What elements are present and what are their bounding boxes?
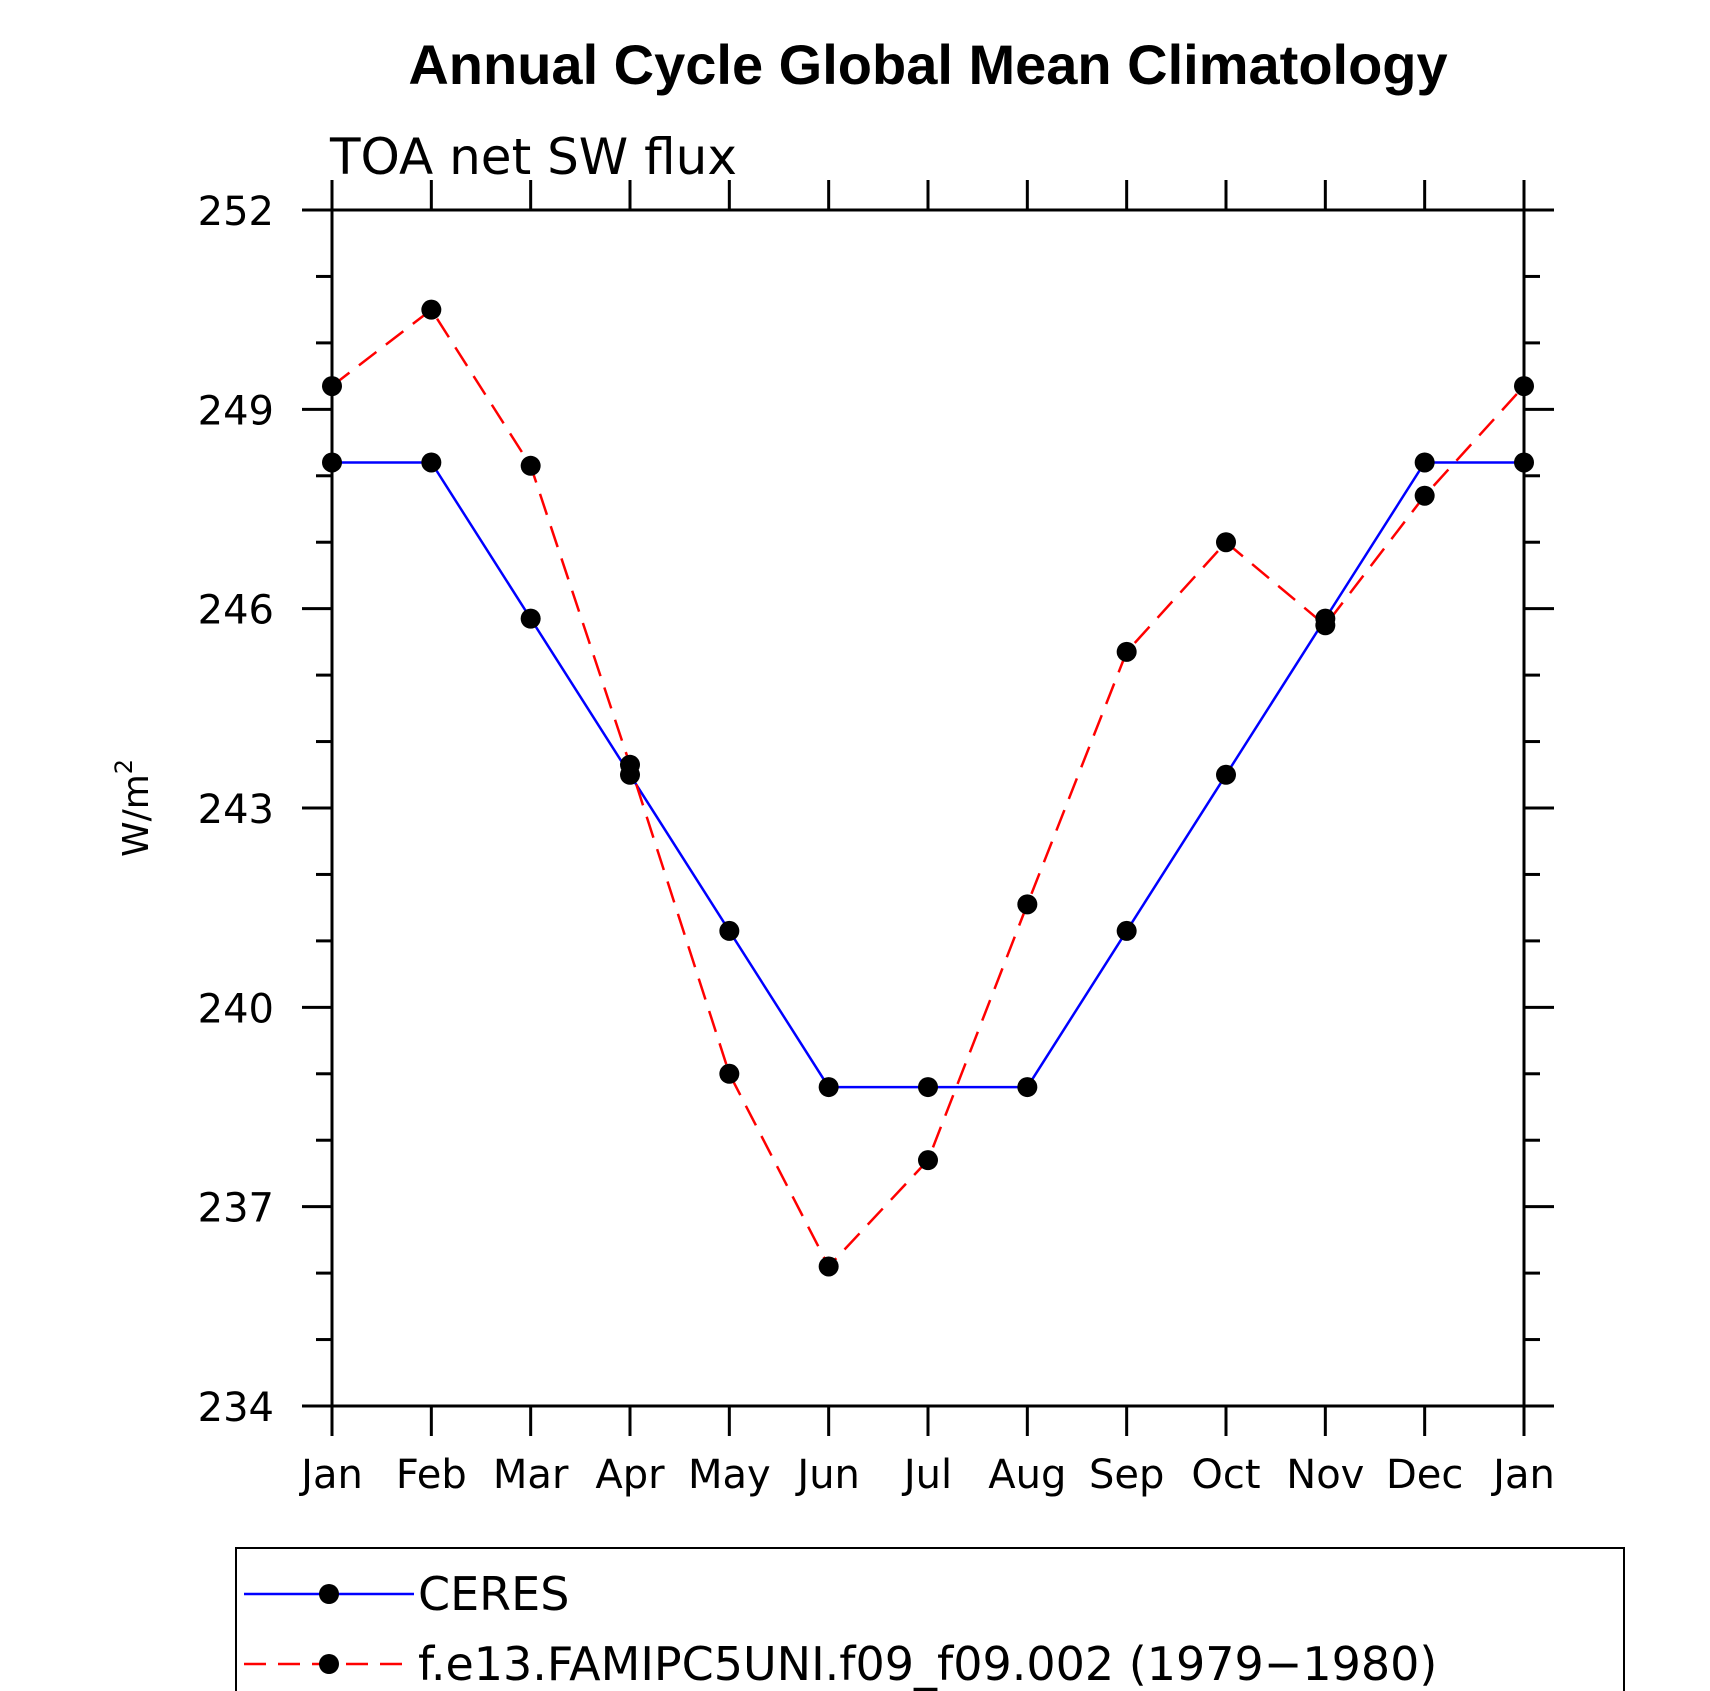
y-tick-label: 237 bbox=[198, 1186, 274, 1232]
x-tick-label: Jan bbox=[1490, 1452, 1555, 1498]
x-tick-label: Jun bbox=[794, 1452, 860, 1498]
data-point-series-1 bbox=[520, 455, 541, 476]
data-point-series-1 bbox=[818, 1256, 839, 1277]
data-point-series-0 bbox=[322, 452, 342, 473]
data-point-series-0 bbox=[1514, 452, 1534, 473]
legend-label-1: f.e13.FAMIPC5UNI.f09_f09.002 (1979−1980) bbox=[418, 1637, 1437, 1691]
x-tick-label: Dec bbox=[1386, 1452, 1463, 1498]
chart-subtitle: TOA net SW flux bbox=[329, 128, 737, 186]
y-tick-label: 252 bbox=[198, 189, 274, 235]
data-point-series-0 bbox=[1216, 764, 1236, 785]
series-line-1 bbox=[331, 307, 1525, 1269]
y-ticks: 234 237 240 243 246 249 252 bbox=[198, 189, 1554, 1431]
data-point-series-0 bbox=[818, 1077, 839, 1098]
y-axis-label-superscript: 2 bbox=[110, 759, 138, 774]
plot-frame bbox=[330, 208, 1526, 1408]
legend-box bbox=[235, 1547, 1625, 1691]
data-point-series-1 bbox=[719, 1063, 740, 1084]
data-point-series-0 bbox=[520, 608, 541, 629]
x-tick-label: Oct bbox=[1191, 1452, 1260, 1498]
data-point-series-1 bbox=[918, 1150, 938, 1171]
data-point-series-0 bbox=[719, 920, 740, 941]
data-point-series-1 bbox=[1514, 376, 1534, 397]
legend-label-0: CERES bbox=[418, 1567, 569, 1621]
x-tick-label: Jul bbox=[901, 1452, 952, 1498]
legend-marker-0 bbox=[319, 1584, 339, 1604]
data-point-series-0 bbox=[1414, 452, 1435, 473]
x-ticks: Jan Feb Mar Apr May Jun Jul Aug Sep Oct Nov Dec Jan bbox=[298, 180, 1555, 1498]
svg-text:W/m2: W/m2 bbox=[110, 759, 157, 857]
series-line-0 bbox=[332, 461, 1524, 1089]
y-tick-label: 234 bbox=[198, 1385, 274, 1431]
data-point-series-0 bbox=[421, 452, 442, 473]
legend-marker-1 bbox=[319, 1654, 339, 1674]
x-tick-label: May bbox=[688, 1452, 771, 1498]
data-point-series-0 bbox=[1017, 1077, 1038, 1098]
data-point-series-0 bbox=[1116, 920, 1137, 941]
y-tick-label: 249 bbox=[198, 388, 274, 434]
y-tick-label: 243 bbox=[198, 787, 274, 833]
data-point-series-1 bbox=[620, 754, 640, 775]
data-point-series-1 bbox=[1315, 615, 1336, 636]
data-point-series-0 bbox=[918, 1077, 938, 1098]
data-point-series-1 bbox=[1414, 485, 1435, 506]
y-axis-label-text: W/m bbox=[116, 774, 157, 857]
x-tick-label: Feb bbox=[396, 1452, 467, 1498]
y-axis-label: W/m2 bbox=[110, 759, 157, 857]
legend: CERES f.e13.FAMIPC5UNI.f09_f09.002 (1979−… bbox=[235, 1547, 1625, 1691]
chart-title: Annual Cycle Global Mean Climatology bbox=[408, 33, 1447, 96]
x-tick-label: Sep bbox=[1089, 1452, 1164, 1498]
data-point-series-1 bbox=[1216, 532, 1236, 553]
plot-border bbox=[330, 208, 1526, 1408]
series-layer bbox=[322, 299, 1534, 1277]
y-tick-label: 240 bbox=[198, 986, 274, 1032]
data-point-series-1 bbox=[1116, 641, 1137, 662]
x-tick-label: Mar bbox=[493, 1452, 569, 1498]
x-tick-label: Apr bbox=[595, 1452, 665, 1498]
x-tick-label: Jan bbox=[298, 1452, 363, 1498]
data-point-series-1 bbox=[421, 299, 442, 320]
x-tick-label: Nov bbox=[1286, 1452, 1364, 1498]
data-point-series-1 bbox=[322, 376, 342, 397]
data-point-series-1 bbox=[1017, 894, 1038, 915]
y-tick-label: 246 bbox=[198, 588, 274, 634]
x-tick-label: Aug bbox=[988, 1452, 1066, 1498]
